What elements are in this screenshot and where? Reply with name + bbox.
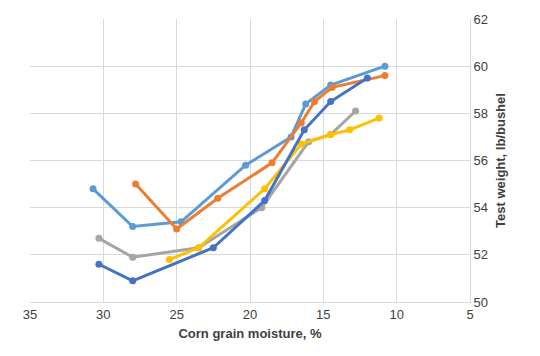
svg-text:Test weight, lb/bushel: Test weight, lb/bushel: [493, 93, 508, 228]
svg-text:25: 25: [169, 307, 183, 322]
svg-text:60: 60: [474, 59, 488, 74]
svg-text:Corn grain moisture, %: Corn grain moisture, %: [178, 326, 321, 341]
svg-text:58: 58: [474, 106, 488, 121]
svg-text:54: 54: [474, 200, 488, 215]
svg-text:20: 20: [243, 307, 257, 322]
svg-text:56: 56: [474, 153, 488, 168]
svg-text:15: 15: [316, 307, 330, 322]
svg-text:10: 10: [389, 307, 403, 322]
svg-text:35: 35: [23, 307, 37, 322]
svg-text:30: 30: [96, 307, 110, 322]
svg-text:5: 5: [466, 307, 473, 322]
svg-text:52: 52: [474, 247, 488, 262]
svg-text:50: 50: [474, 295, 488, 310]
svg-text:62: 62: [474, 12, 488, 27]
